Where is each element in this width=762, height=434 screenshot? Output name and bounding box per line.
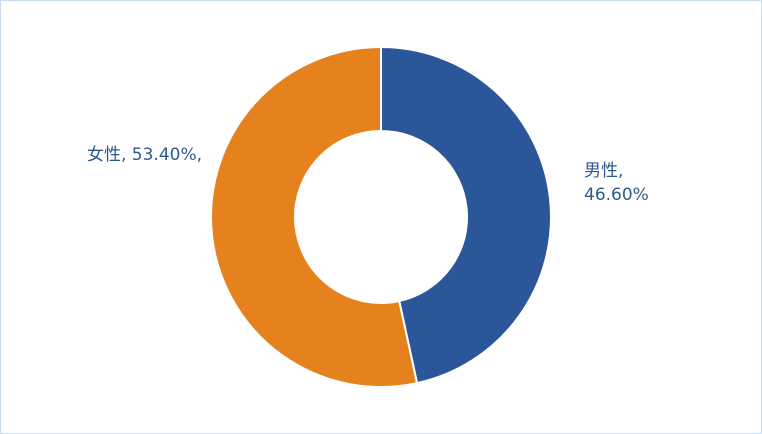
slice	[380, 45, 552, 385]
data-label: 男性, 46.60%	[584, 161, 649, 205]
slice	[210, 45, 419, 388]
data-label: 女性, 53.40%,	[87, 145, 203, 165]
